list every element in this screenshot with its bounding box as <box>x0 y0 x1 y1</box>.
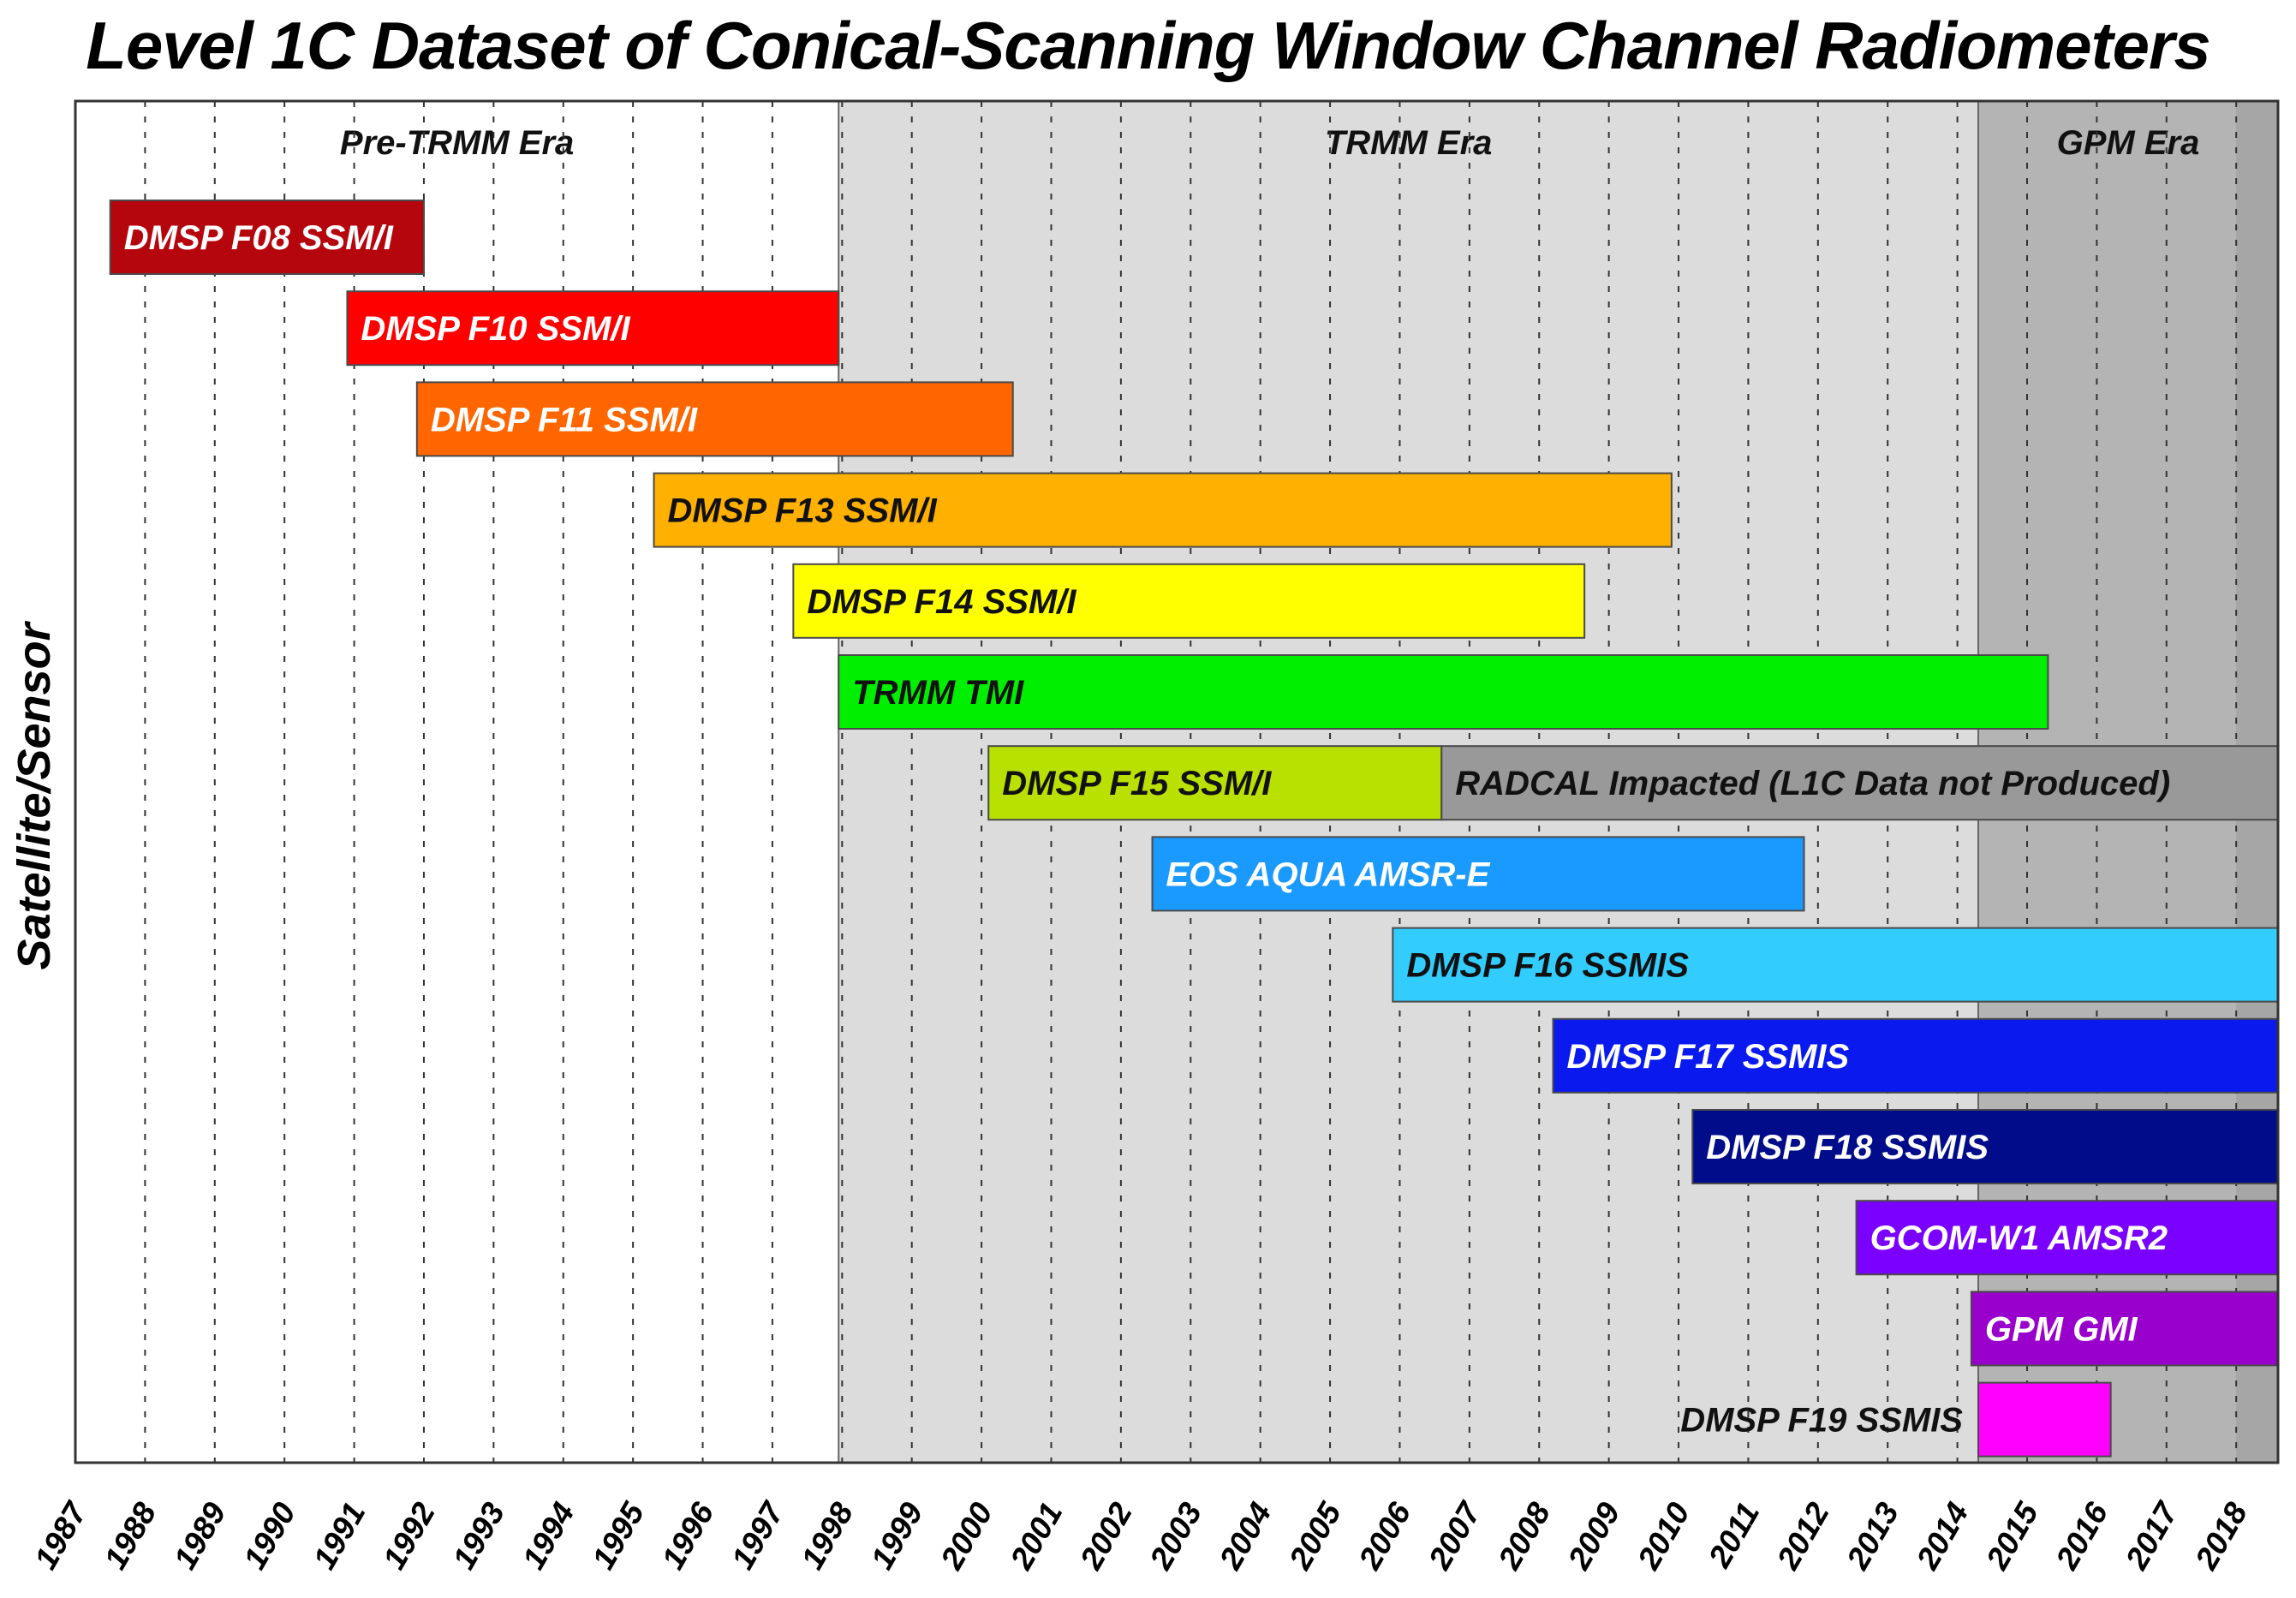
tick-label-2010: 2010 <box>1631 1496 1697 1576</box>
bar-dmsp-f16-ssmis <box>1392 927 2279 1003</box>
tick-label-1993: 1993 <box>446 1496 512 1575</box>
tick-label-1988: 1988 <box>98 1496 164 1575</box>
bar-radcal-impacted-l1c-data-not-produced <box>1440 745 2279 821</box>
tick-label-2013: 2013 <box>1840 1496 1905 1576</box>
bar-dmsp-f18-ssmis <box>1691 1109 2280 1184</box>
tick-label-2005: 2005 <box>1282 1495 1349 1576</box>
tick-label-1991: 1991 <box>307 1497 373 1576</box>
bar-dmsp-f13-ssm-i <box>653 472 1673 548</box>
bar-trmm-tmi <box>838 654 2049 730</box>
tick-label-1987: 1987 <box>27 1494 94 1575</box>
bar-dmsp-f10-ssm-i <box>346 290 840 367</box>
bar-label-gcom-w1-amsr2: GCOM-W1 AMSR2 <box>1870 1219 2168 1257</box>
bar-gcom-w1-amsr2 <box>1855 1200 2279 1276</box>
era-label-trmm-era: TRMM Era <box>1325 124 1493 162</box>
tick-label-2007: 2007 <box>1422 1494 1488 1576</box>
tick-label-1997: 1997 <box>725 1494 791 1575</box>
bar-gpm-gmi <box>1970 1291 2280 1367</box>
tick-label-2014: 2014 <box>1909 1497 1975 1577</box>
tick-label-2004: 2004 <box>1212 1497 1278 1577</box>
bar-label-dmsp-f11-ssm-i: DMSP F11 SSM/I <box>431 401 698 438</box>
tick-label-2017: 2017 <box>2119 1494 2186 1576</box>
bar-dmsp-f11-ssm-i <box>415 381 1014 457</box>
era-label-pre-trmm-era: Pre-TRMM Era <box>340 124 574 162</box>
bar-eos-aqua-amsr-e <box>1151 836 1805 912</box>
bar-label-dmsp-f15-ssm-i: DMSP F15 SSM/I <box>1002 765 1272 802</box>
tick-label-2003: 2003 <box>1142 1496 1208 1576</box>
bar-label-dmsp-f18-ssmis: DMSP F18 SSMIS <box>1706 1129 1989 1166</box>
tick-label-1999: 1999 <box>864 1496 930 1575</box>
tick-label-2008: 2008 <box>1491 1496 1557 1576</box>
tick-label-1992: 1992 <box>376 1496 442 1575</box>
tick-label-2018: 2018 <box>2188 1496 2254 1576</box>
bar-dmsp-f14-ssm-i <box>792 563 1586 639</box>
bar-dmsp-f17-ssmis <box>1552 1017 2280 1094</box>
tick-label-2012: 2012 <box>1770 1496 1836 1576</box>
bar-dmsp-f15-ssm-i <box>987 745 1443 821</box>
tick-label-1995: 1995 <box>585 1495 651 1575</box>
bar-label-dmsp-f16-ssmis: DMSP F16 SSMIS <box>1406 947 1689 985</box>
bar-label-dmsp-f10-ssm-i: DMSP F10 SSM/I <box>361 310 630 348</box>
bar-dmsp-f08-ssm-i <box>109 200 425 275</box>
plot-frame <box>74 99 2280 1464</box>
tick-label-1998: 1998 <box>795 1496 861 1575</box>
bar-dmsp-f19-ssmis <box>1977 1381 2112 1458</box>
sensor-bars: DMSP F08 SSM/I DMSP F10 SSM/I DMSP F11 SSM… <box>109 200 2280 1458</box>
tick-label-1994: 1994 <box>516 1497 581 1576</box>
bar-label-dmsp-f08-ssm-i: DMSP F08 SSM/I <box>124 219 394 257</box>
bar-label-trmm-tmi: TRMM TMI <box>852 674 1024 712</box>
tick-label-2011: 2011 <box>1702 1497 1767 1574</box>
tick-label-1996: 1996 <box>655 1496 721 1575</box>
x-axis-ticks: 1987 1988 1989 1990 1991 1992 1993 1994 1995 1996… <box>27 1494 2254 1576</box>
bar-label-eos-aqua-amsr-e: EOS AQUA AMSR-E <box>1166 856 1491 893</box>
tick-label-2002: 2002 <box>1073 1496 1139 1576</box>
bar-label-dmsp-f13-ssm-i: DMSP F13 SSM/I <box>668 492 938 530</box>
tick-label-2006: 2006 <box>1351 1496 1417 1576</box>
bar-label-dmsp-f14-ssm-i: DMSP F14 SSM/I <box>807 583 1076 621</box>
y-axis-label: Satellite/Sensor <box>9 620 60 969</box>
bar-label-dmsp-f17-ssmis: DMSP F17 SSMIS <box>1567 1038 1850 1076</box>
bar-label-gpm-gmi: GPM GMI <box>1985 1310 2138 1348</box>
tick-label-2001: 2001 <box>1003 1497 1069 1577</box>
era-label-gpm-era: GPM Era <box>2057 124 2200 162</box>
bar-label-dmsp-f19-ssmis: DMSP F19 SSMIS <box>1680 1402 1963 1440</box>
tick-label-2000: 2000 <box>933 1496 999 1576</box>
tick-label-1989: 1989 <box>167 1496 233 1575</box>
chart-title: Level 1C Dataset of Conical-Scanning Win… <box>86 8 2210 83</box>
tick-label-2009: 2009 <box>1560 1496 1626 1576</box>
tick-label-1990: 1990 <box>236 1496 302 1575</box>
tick-label-2016: 2016 <box>2049 1496 2114 1576</box>
bar-label-radcal-impacted-l1c-data-not-produced: RADCAL Impacted (L1C Data not Produced) <box>1455 765 2170 802</box>
tick-label-2015: 2015 <box>1979 1495 2046 1576</box>
